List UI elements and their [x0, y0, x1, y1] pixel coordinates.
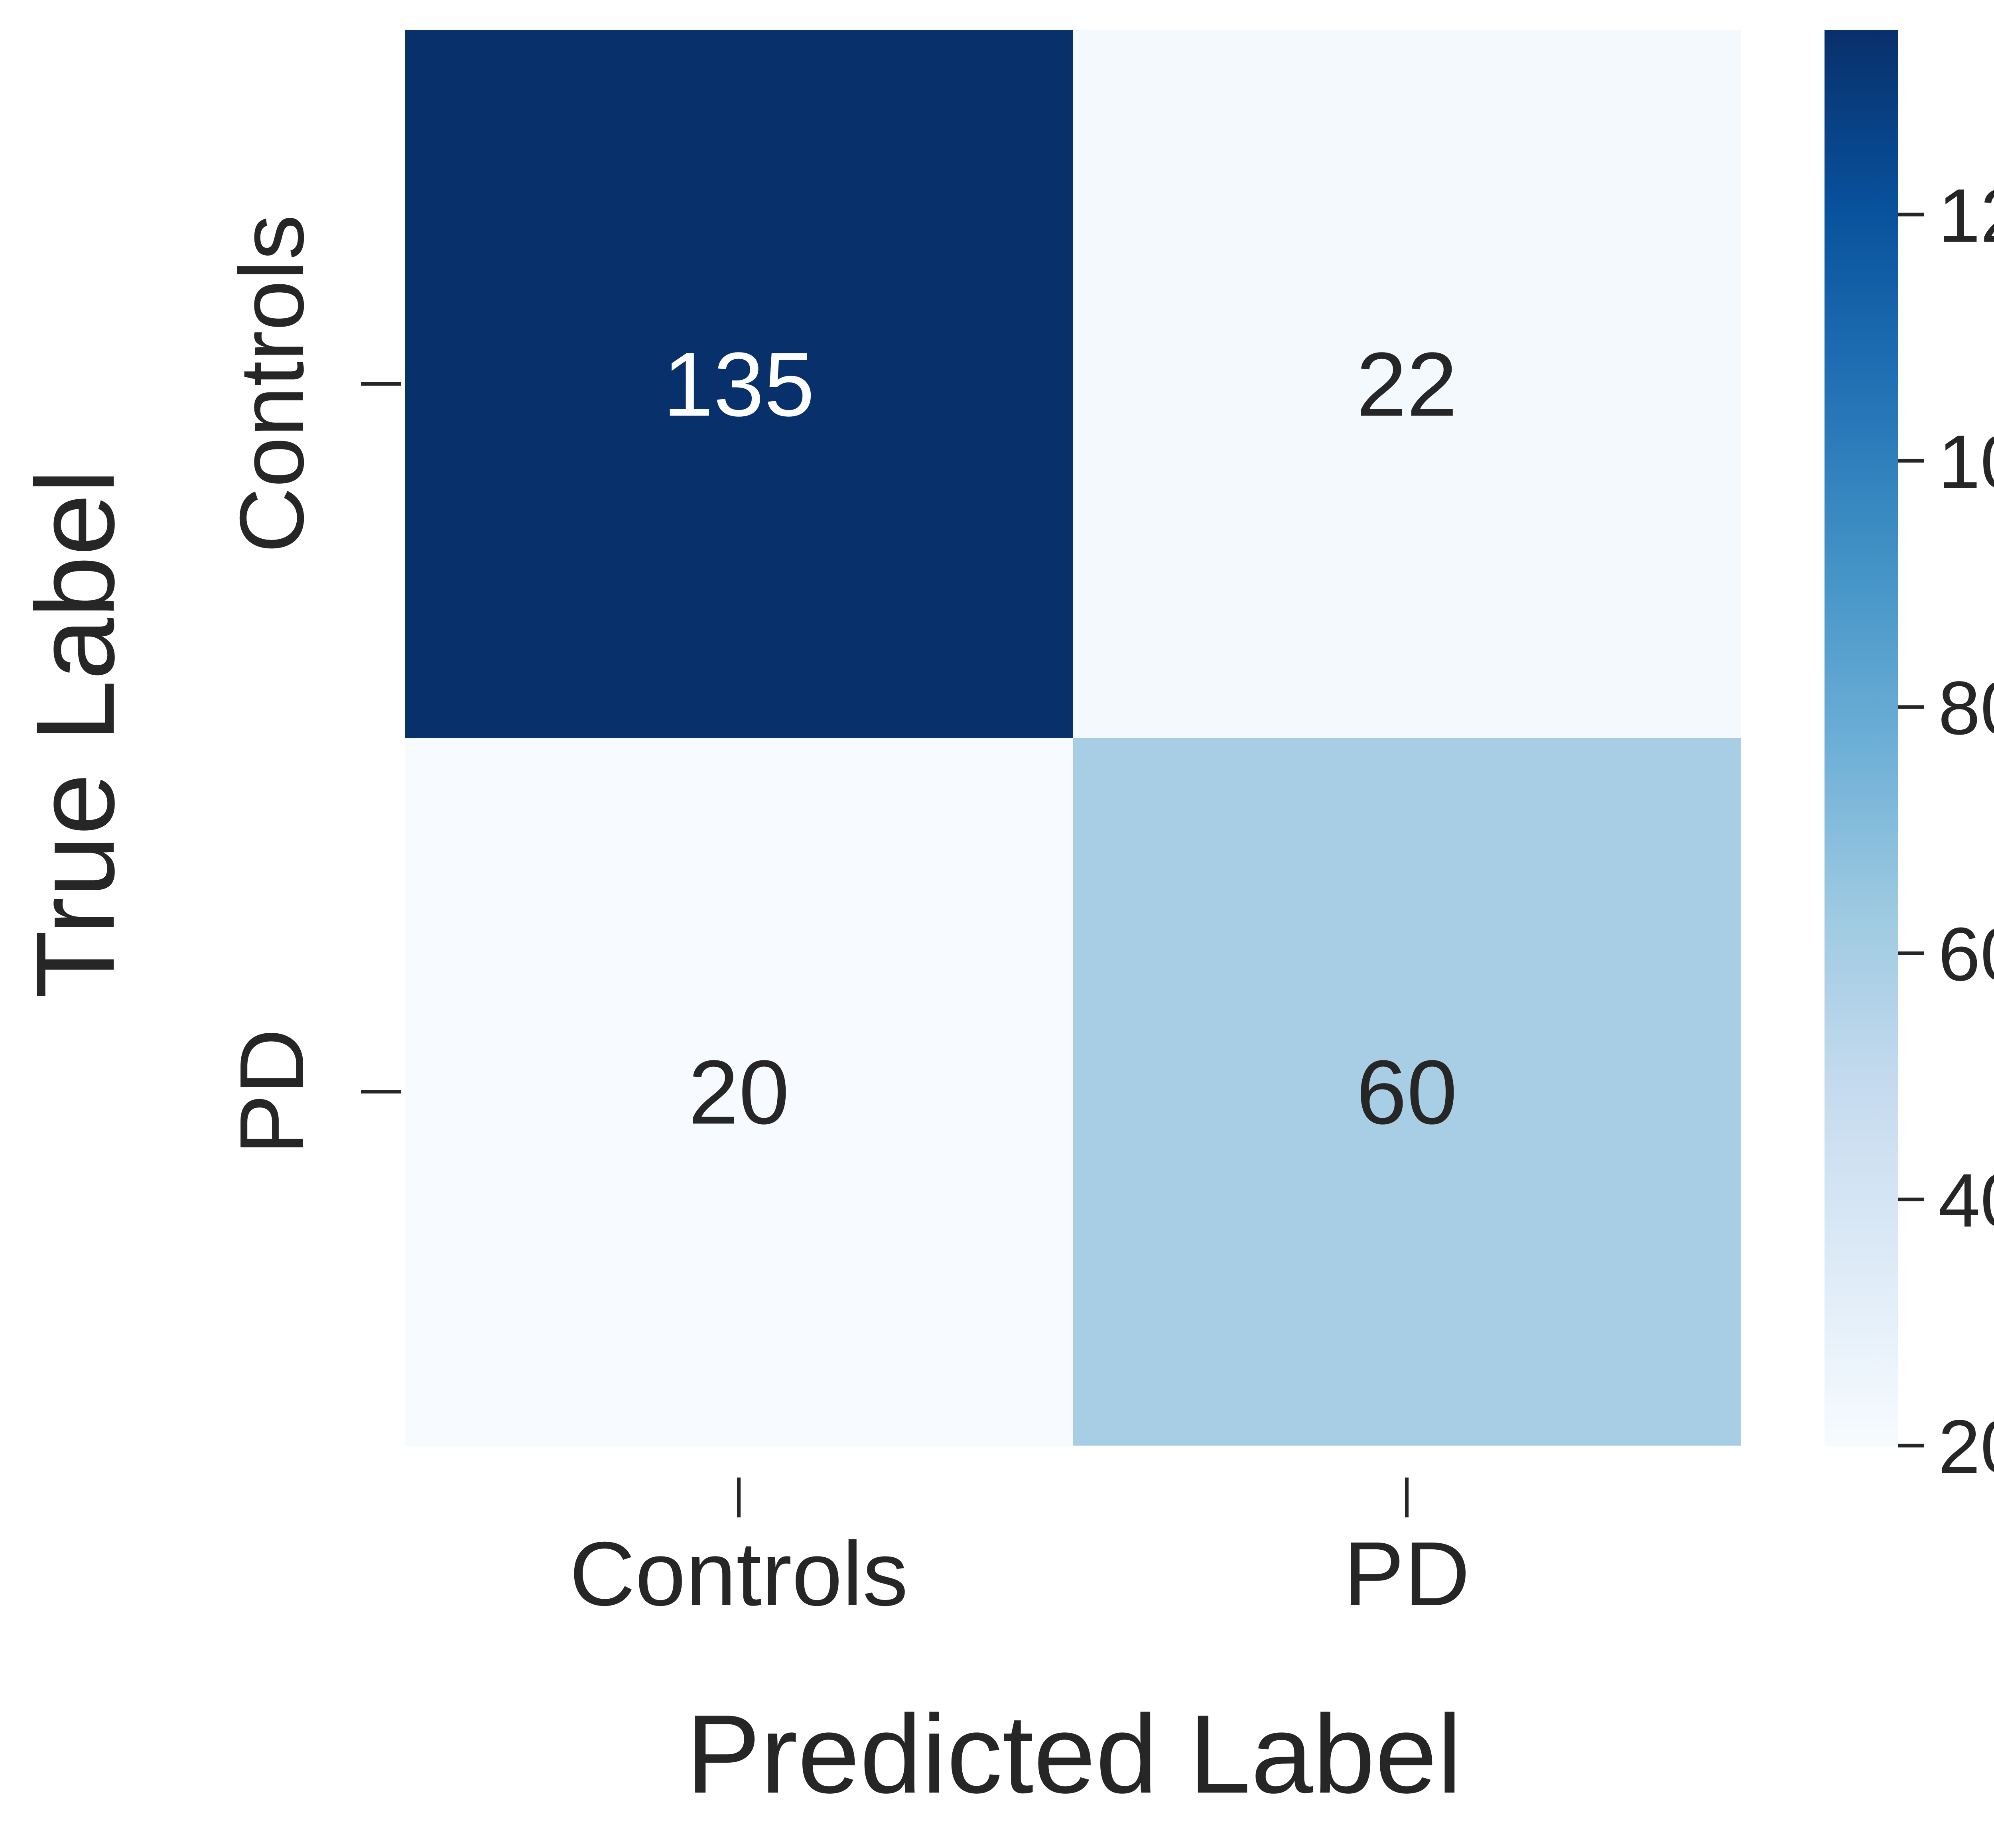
x-tick-label: Controls — [569, 1523, 908, 1625]
colorbar-gradient — [1825, 30, 1898, 1446]
y-axis-label: True Label — [13, 469, 138, 999]
colorbar-tick-label: 60 — [1938, 912, 1994, 997]
heatmap-cell — [405, 30, 1073, 738]
cell-value-label: 135 — [663, 334, 814, 435]
cell-value-label: 20 — [688, 1042, 790, 1143]
y-tick-label: PD — [221, 1028, 323, 1155]
x-tick-label: PD — [1344, 1523, 1470, 1625]
colorbar: 20 40 60 80 100 120 — [1825, 30, 1994, 1489]
x-axis-label: Predicted Label — [686, 1692, 1462, 1816]
heatmap-cell-labels: 135 22 20 60 — [663, 334, 1457, 1143]
heatmap-cell — [1073, 30, 1741, 738]
heatmap-cells — [405, 30, 1741, 1446]
colorbar-tick-label: 80 — [1938, 666, 1994, 751]
colorbar-tick-label: 20 — [1938, 1405, 1994, 1489]
colorbar-tick-label: 120 — [1938, 173, 1994, 258]
cell-value-label: 60 — [1356, 1042, 1458, 1143]
heatmap-cell — [1073, 738, 1741, 1446]
heatmap-cell — [405, 738, 1073, 1446]
colorbar-tick-label: 100 — [1938, 420, 1994, 504]
colorbar-tick-label: 40 — [1938, 1158, 1994, 1243]
x-axis: Controls PD — [569, 1478, 1470, 1625]
cell-value-label: 22 — [1356, 334, 1458, 435]
y-tick-label: Controls — [221, 215, 323, 553]
y-axis: Controls PD — [221, 215, 401, 1155]
